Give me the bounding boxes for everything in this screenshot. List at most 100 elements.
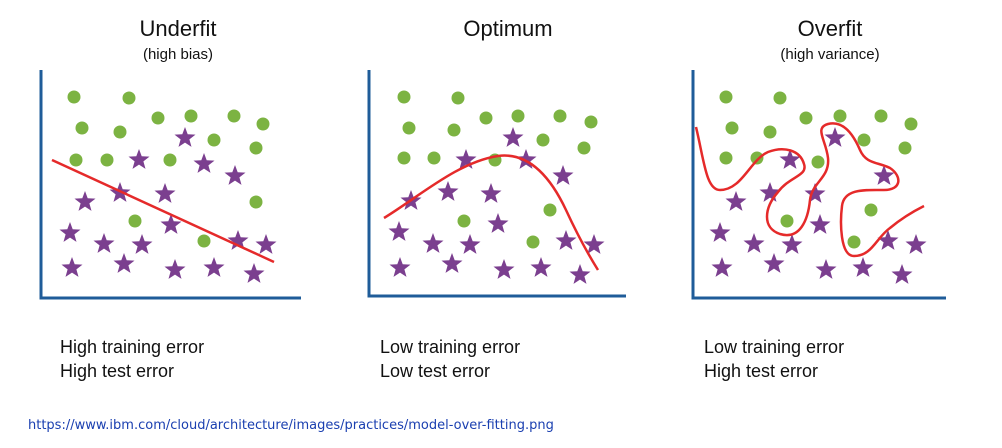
green-dot	[857, 133, 871, 147]
purple-star	[779, 149, 801, 169]
training-error-caption: Low training error	[704, 337, 845, 357]
green-dot	[427, 151, 441, 165]
panel-title: Overfit	[797, 16, 863, 41]
panel-subtitle: (high variance)	[780, 46, 880, 63]
green-dot	[75, 121, 89, 135]
green-dot	[847, 235, 861, 249]
green-dot	[122, 91, 136, 105]
purple-star	[877, 230, 899, 250]
purple-star	[480, 183, 502, 203]
green-dot	[151, 111, 165, 125]
straight-line-curve	[51, 158, 275, 264]
purple-star	[763, 253, 785, 273]
purple-star	[824, 127, 846, 147]
purple-star	[743, 233, 765, 253]
scatter-plot-overfit	[691, 70, 946, 300]
scatter-plot-underfit	[39, 70, 301, 300]
scatter-plot-optimum	[367, 70, 626, 298]
green-dot	[833, 109, 847, 123]
training-error-caption: High training error	[60, 337, 205, 357]
green-dot	[397, 151, 411, 165]
green-dot	[163, 153, 177, 167]
purple-star	[193, 153, 215, 173]
green-dot	[511, 109, 525, 123]
purple-star	[891, 264, 913, 284]
purple-star	[804, 183, 826, 203]
panel-title: Optimum	[463, 16, 553, 41]
purple-star	[502, 127, 524, 147]
purple-star	[437, 181, 459, 201]
panel-overfit: Overfit (high variance) Low training err…	[680, 0, 980, 400]
green-dot	[874, 109, 888, 123]
purple-star	[59, 222, 81, 242]
purple-star	[224, 165, 246, 185]
green-dot	[227, 109, 241, 123]
purple-star	[852, 257, 874, 277]
green-dot	[402, 121, 416, 135]
green-dot	[725, 121, 739, 135]
purple-star	[555, 230, 577, 250]
purple-star	[711, 257, 733, 277]
green-dot	[864, 203, 878, 217]
green-dot	[553, 109, 567, 123]
purple-star	[441, 253, 463, 273]
green-dot	[128, 214, 142, 228]
test-error-caption: High test error	[704, 361, 819, 381]
green-dot	[447, 123, 461, 137]
green-dot	[584, 115, 598, 129]
panel-underfit: Underfit (high bias) High training error…	[28, 0, 328, 400]
green-dot	[249, 195, 263, 209]
green-dot	[904, 117, 918, 131]
axes	[691, 70, 946, 300]
axes	[39, 70, 301, 300]
purple-star	[493, 259, 515, 279]
green-dot	[249, 141, 263, 155]
green-dot	[397, 90, 411, 104]
purple-star	[93, 233, 115, 253]
green-dot	[100, 153, 114, 167]
purple-star	[389, 257, 411, 277]
purple-star	[203, 257, 225, 277]
purple-star	[759, 182, 781, 202]
green-dot	[763, 125, 777, 139]
purple-star	[243, 263, 265, 283]
green-dot	[719, 151, 733, 165]
purple-star	[154, 183, 176, 203]
purple-star	[131, 234, 153, 254]
green-dot	[811, 155, 825, 169]
wiggly-curve	[694, 122, 925, 258]
purple-star	[128, 149, 150, 169]
panel-title: Underfit	[139, 16, 217, 41]
green-dot	[780, 214, 794, 228]
green-dot	[479, 111, 493, 125]
smooth-arc-curve	[383, 154, 600, 271]
purple-star	[552, 165, 574, 185]
green-dot	[197, 234, 211, 248]
green-dot	[577, 141, 591, 155]
green-dot	[457, 214, 471, 228]
source-link[interactable]: https://www.ibm.com/cloud/architecture/i…	[28, 418, 554, 433]
green-dot	[67, 90, 81, 104]
purple-star	[873, 165, 895, 185]
purple-star	[515, 149, 537, 169]
training-error-caption: Low training error	[380, 337, 521, 357]
purple-star	[174, 127, 196, 147]
green-dot	[69, 153, 83, 167]
purple-star	[388, 221, 410, 241]
purple-star	[583, 234, 605, 254]
purple-star	[113, 253, 135, 273]
purple-star	[709, 222, 731, 242]
purple-star	[905, 234, 927, 254]
purple-star	[422, 233, 444, 253]
test-error-caption: Low test error	[380, 361, 491, 381]
green-dot	[898, 141, 912, 155]
purple-star	[725, 191, 747, 211]
panel-optimum: Optimum Low training error Low test erro…	[358, 0, 658, 400]
purple-star	[569, 264, 591, 284]
test-error-caption: High test error	[60, 361, 175, 381]
axes	[367, 70, 626, 298]
green-dot	[184, 109, 198, 123]
purple-star	[530, 257, 552, 277]
purple-star	[74, 191, 96, 211]
purple-star	[459, 234, 481, 254]
